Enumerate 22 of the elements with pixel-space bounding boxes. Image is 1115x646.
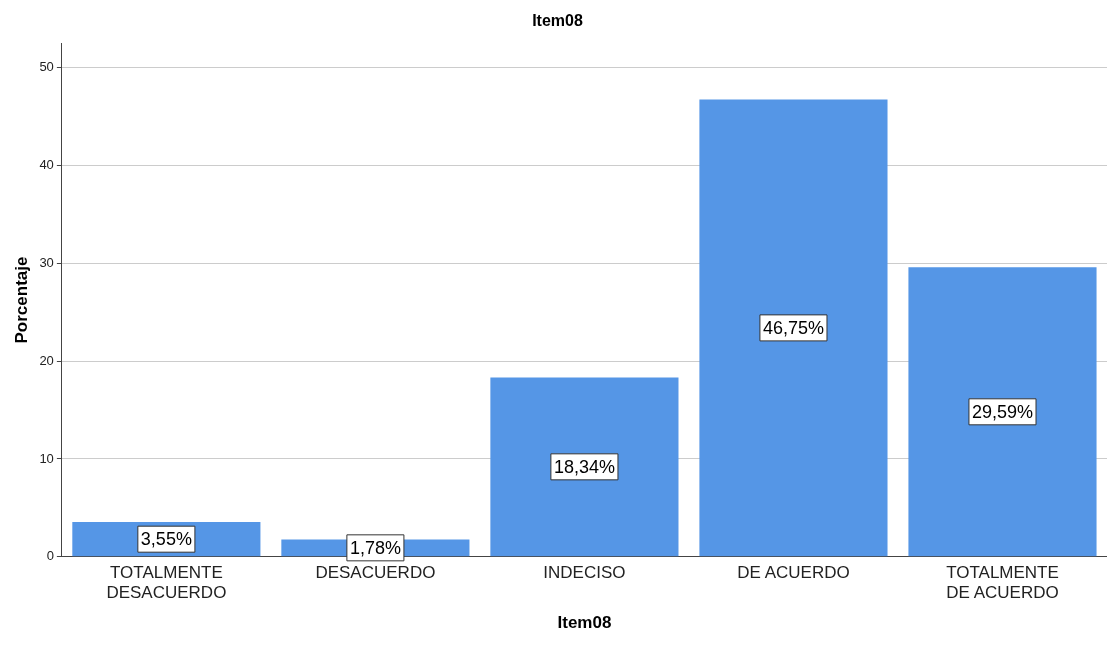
chart-title: Item08 [532,12,583,30]
data-label: 29,59% [971,401,1034,422]
data-label: 1,78% [349,537,401,558]
data-label: 18,34% [553,456,615,477]
y-axis-title: Porcentaje [11,256,31,344]
bar [699,99,888,557]
y-tick-label: 50 [39,59,54,75]
x-tick-label: TOTALMENTE DE ACUERDO [946,562,1059,603]
x-tick-label: DESACUERDO [315,562,436,582]
y-tick-label: 20 [39,352,54,368]
y-tick-label: 30 [39,254,54,270]
x-tick-label: DE ACUERDO [737,562,850,582]
bar [908,267,1097,557]
y-tick-label: 0 [46,548,54,564]
data-label: 46,75% [762,317,824,338]
bar [490,377,679,557]
y-tick-label: 10 [39,450,54,466]
data-label: 3,55% [140,529,192,550]
x-axis-title: Item08 [557,613,612,633]
x-tick-label: TOTALMENTE DESACUERDO [106,562,227,603]
y-tick-label: 40 [39,157,54,173]
x-tick-label: INDECISO [543,562,626,582]
